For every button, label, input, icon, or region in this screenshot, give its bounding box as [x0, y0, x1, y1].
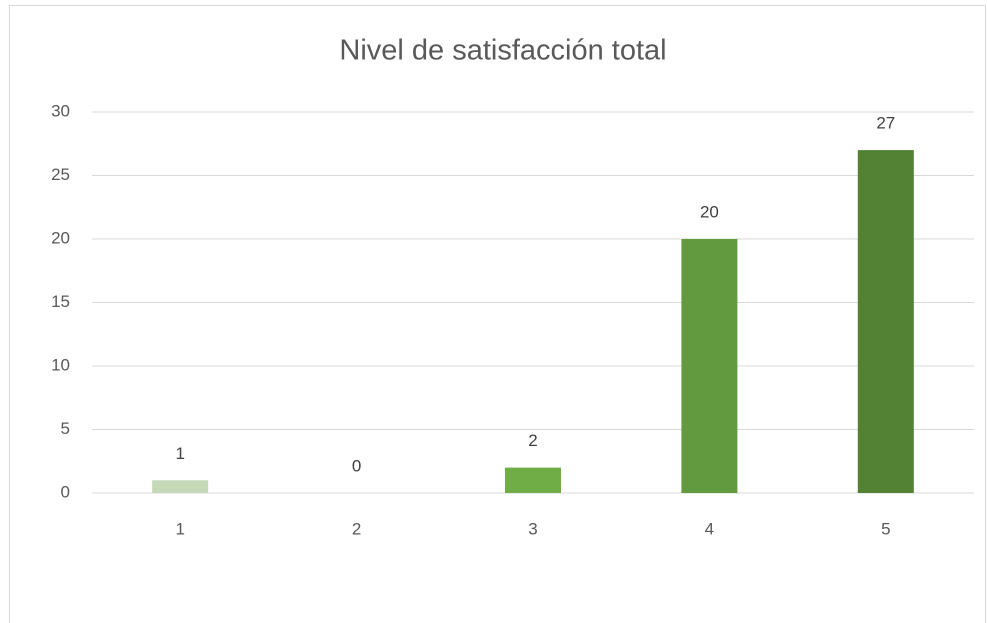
data-label: 2: [528, 431, 537, 450]
chart-frame: [9, 5, 986, 623]
bar: [152, 480, 209, 493]
x-tick-label: 5: [881, 519, 890, 538]
data-label: 27: [876, 114, 895, 133]
y-tick-label: 5: [61, 419, 70, 438]
y-tick-label: 0: [61, 482, 70, 501]
data-label: 1: [175, 444, 184, 463]
y-tick-label: 30: [51, 101, 70, 120]
x-tick-label: 3: [528, 519, 537, 538]
chart-title: Nivel de satisfacción total: [339, 35, 666, 67]
data-label: 20: [700, 202, 719, 221]
data-label: 0: [352, 456, 361, 475]
x-tick-label: 4: [705, 519, 714, 538]
y-tick-label: 20: [51, 228, 70, 247]
y-tick-label: 10: [51, 355, 70, 374]
y-tick-label: 15: [51, 292, 70, 311]
y-tick-label: 25: [51, 165, 70, 184]
x-tick-label: 1: [175, 519, 184, 538]
bar: [857, 150, 914, 493]
x-tick-label: 2: [352, 519, 361, 538]
bar: [505, 467, 561, 493]
bar: [681, 239, 738, 493]
